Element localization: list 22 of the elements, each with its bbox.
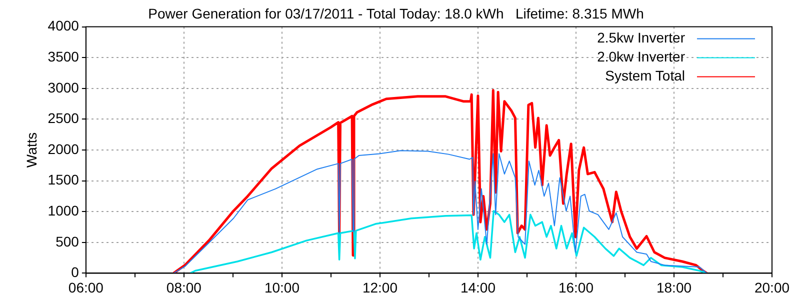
legend-label: System Total	[605, 68, 685, 84]
x-tick-label: 14:00	[460, 279, 496, 296]
y-tick-label: 4000	[48, 18, 80, 34]
y-tick-label: 1500	[48, 172, 80, 188]
x-tick-label: 20:00	[754, 279, 790, 296]
y-tick-label: 500	[56, 233, 80, 250]
chart-title: Power Generation for 03/17/2011 - Total Today: 18.0 kWh Lifetime: 8.315 MWh	[148, 5, 644, 22]
x-tick-label: 18:00	[656, 279, 692, 296]
x-tick-label: 12:00	[362, 279, 398, 296]
y-tick-label: 2000	[48, 140, 80, 157]
legend-label: 2.5kw Inverter	[597, 30, 686, 46]
x-tick-label: 08:00	[166, 279, 202, 296]
x-tick-label: 16:00	[558, 279, 594, 296]
y-axis-title: Watts	[23, 132, 40, 168]
y-tick-label: 0	[71, 264, 80, 280]
x-tick-label: 06:00	[68, 279, 104, 296]
y-tick-label: 3500	[48, 48, 80, 64]
x-tick-label: 10:00	[264, 279, 300, 296]
y-tick-label: 2500	[48, 110, 80, 126]
legend-label: 2.0kw Inverter	[597, 48, 686, 65]
y-tick-label: 3000	[48, 79, 80, 96]
y-tick-label: 1000	[48, 202, 80, 218]
